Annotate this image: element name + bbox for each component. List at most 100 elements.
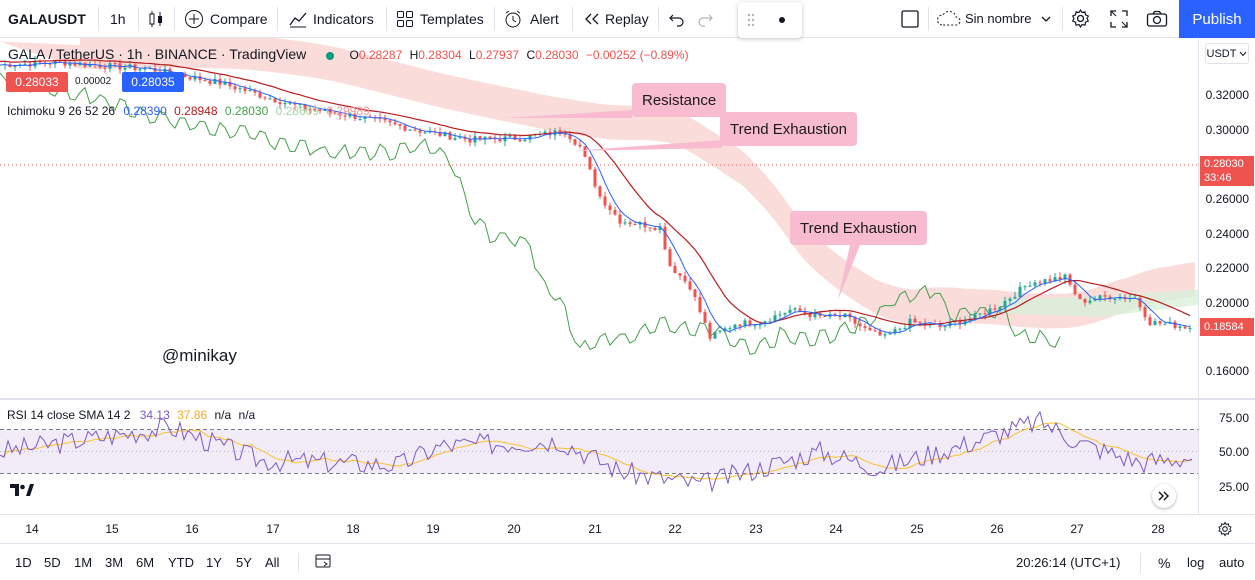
- candle-body: [483, 136, 487, 140]
- replay-button[interactable]: Replay: [583, 0, 649, 37]
- candle-body: [733, 324, 737, 329]
- candle-body: [298, 103, 302, 105]
- percent-scale-toggle[interactable]: %: [1158, 555, 1171, 571]
- layout-name-button[interactable]: Sin nombre: [936, 0, 1051, 37]
- currency-selector[interactable]: USDT: [1205, 43, 1249, 64]
- rsi-canvas[interactable]: [0, 400, 1198, 514]
- candle-body: [528, 135, 532, 140]
- author-watermark: @minikay: [162, 346, 237, 365]
- candle-body: [813, 312, 817, 318]
- settings-button[interactable]: [1070, 0, 1091, 37]
- interval-selector[interactable]: 1h: [110, 10, 126, 27]
- candle-body: [1003, 300, 1007, 307]
- candles-icon: [149, 10, 162, 27]
- legend-title[interactable]: GALA / TetherUS · 1h · BINANCE · Trading…: [8, 46, 307, 62]
- range-5d[interactable]: 5D: [44, 555, 61, 570]
- candle-body: [1033, 282, 1037, 286]
- time-tick: 14: [25, 522, 39, 536]
- time-tick: 24: [829, 522, 843, 536]
- trend-exhaustion-callout-2[interactable]: Trend Exhaustion: [790, 211, 928, 245]
- candle-body: [73, 63, 77, 66]
- snapshot-button[interactable]: [1146, 0, 1168, 37]
- candle-body: [428, 131, 432, 133]
- price-axis[interactable]: USDT 0.32000 0.30000 0.26000 0.24000 0.2…: [1198, 38, 1255, 398]
- templates-button[interactable]: Templates: [396, 0, 484, 37]
- candle-body: [1053, 277, 1057, 282]
- chart-settings-button[interactable]: [1217, 521, 1233, 542]
- resistance-callout[interactable]: Resistance: [632, 83, 727, 117]
- drag-handle-icon[interactable]: [747, 13, 755, 27]
- range-3m[interactable]: 3M: [105, 555, 124, 570]
- candle-body: [883, 334, 887, 336]
- rsi-sma-line: [0, 422, 1193, 480]
- price-chart-pane[interactable]: GALA / TetherUS · 1h · BINANCE · Trading…: [0, 38, 1198, 398]
- drawing-floating-toolbar[interactable]: [738, 2, 802, 38]
- candle-body: [103, 67, 107, 69]
- compare-label: Compare: [210, 10, 268, 27]
- log-scale-toggle[interactable]: log: [1187, 555, 1205, 570]
- rsi-axis[interactable]: 75.00 50.00 25.00: [1198, 400, 1255, 514]
- candle-body: [738, 324, 742, 327]
- go-to-date-button[interactable]: [315, 553, 333, 572]
- candle-body: [953, 321, 957, 323]
- market-status-icon: [325, 51, 334, 60]
- undo-button[interactable]: [668, 0, 686, 37]
- candle-body: [1078, 294, 1082, 300]
- scroll-to-realtime-button[interactable]: [1152, 484, 1176, 508]
- candle-body: [243, 88, 247, 92]
- chart-type-button[interactable]: [147, 0, 165, 37]
- candle-body: [723, 328, 727, 331]
- candle-body: [898, 328, 902, 330]
- sell-price-button[interactable]: 0.28033: [6, 72, 68, 92]
- symbol-search[interactable]: GALAUSDT: [8, 10, 86, 27]
- range-1d[interactable]: 1D: [15, 555, 32, 570]
- auto-scale-toggle[interactable]: auto: [1219, 555, 1245, 570]
- ichimoku-legend[interactable]: Ichimoku 9 26 52 26 0.28390 0.28948 0.28…: [7, 104, 370, 118]
- buy-price-button[interactable]: 0.28035: [122, 72, 184, 92]
- candle-body: [988, 308, 992, 315]
- dot-icon[interactable]: [778, 16, 786, 24]
- fullscreen-button[interactable]: [1110, 0, 1128, 37]
- trend-exhaustion-callout-1[interactable]: Trend Exhaustion: [720, 112, 858, 146]
- candle-body: [628, 222, 632, 225]
- pane-separator[interactable]: [0, 398, 1255, 400]
- candle-body: [573, 139, 577, 145]
- rsi-pane[interactable]: RSI 14 close SMA 14 2 34.13 37.86 n/a n/…: [0, 400, 1198, 514]
- alert-button[interactable]: Alert: [503, 0, 559, 37]
- candle-body: [273, 98, 277, 103]
- candle-body: [138, 68, 142, 71]
- top-toolbar: GALAUSDT 1h Compare Indicators Templates…: [0, 0, 1255, 38]
- time-axis[interactable]: 14 15 16 17 18 19 20 21 22 23 24 25 26 2…: [0, 514, 1255, 542]
- time-tick: 15: [105, 522, 119, 536]
- layout-name: Sin nombre: [965, 11, 1032, 26]
- range-5y[interactable]: 5Y: [236, 555, 252, 570]
- candle-body: [1088, 300, 1092, 303]
- candle-body: [1008, 298, 1012, 301]
- candle-body: [278, 102, 282, 105]
- candle-body: [808, 313, 812, 318]
- range-1y[interactable]: 1Y: [206, 555, 222, 570]
- rewind-icon: [585, 13, 599, 24]
- candle-body: [588, 156, 592, 170]
- candle-body: [623, 222, 627, 224]
- candle-body: [993, 308, 997, 310]
- base-line: [0, 59, 1191, 326]
- range-ytd[interactable]: YTD: [168, 555, 194, 570]
- range-1m[interactable]: 1M: [74, 555, 93, 570]
- redo-button[interactable]: [696, 0, 714, 37]
- publish-button[interactable]: Publish: [1179, 0, 1255, 38]
- range-all[interactable]: All: [265, 555, 280, 570]
- indicators-button[interactable]: Indicators: [288, 0, 374, 37]
- rsi-legend[interactable]: RSI 14 close SMA 14 2 34.13 37.86 n/a n/…: [7, 408, 256, 422]
- price-chart-canvas[interactable]: [0, 38, 1198, 398]
- compare-button[interactable]: Compare: [184, 0, 268, 37]
- camera-icon: [1146, 10, 1168, 27]
- candle-body: [493, 138, 497, 140]
- time-tick: 27: [1070, 522, 1084, 536]
- candle-body: [563, 134, 567, 136]
- range-6m[interactable]: 6M: [136, 555, 155, 570]
- candle-body: [943, 326, 947, 328]
- candle-body: [978, 313, 982, 315]
- clock-timezone[interactable]: 20:26:14 (UTC+1): [1016, 555, 1121, 570]
- fullscreen-layout-button[interactable]: [900, 0, 920, 37]
